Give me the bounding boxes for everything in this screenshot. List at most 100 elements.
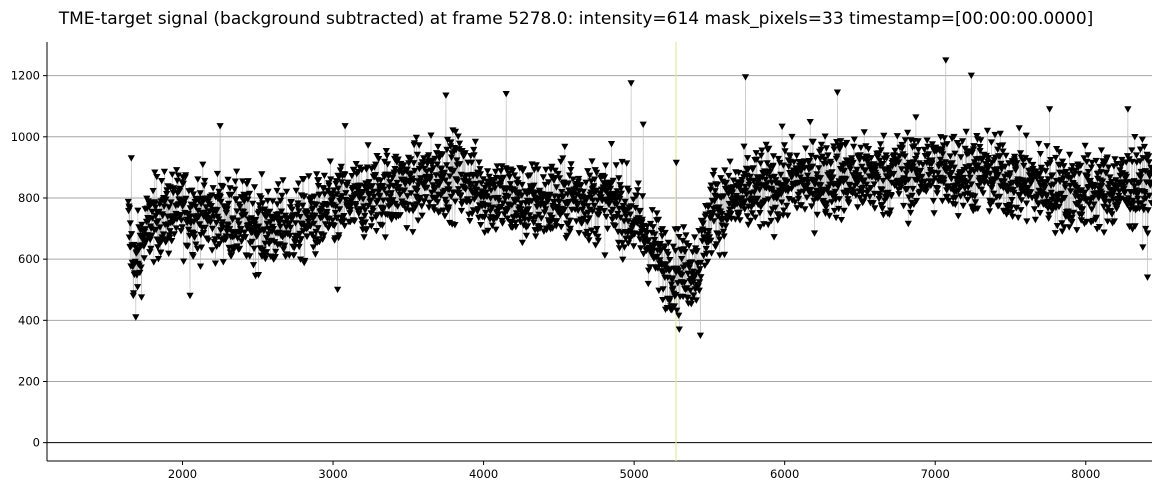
data-point [611,223,619,230]
data-point [908,192,916,200]
data-point [434,143,442,151]
data-point [545,179,553,186]
data-point [563,232,571,240]
data-point [804,178,812,186]
data-point [1114,198,1122,206]
data-point [233,168,241,175]
data-point [741,183,749,191]
data-point [301,257,309,265]
data-point [522,232,530,240]
data-point [1021,155,1030,162]
data-point [852,192,860,199]
data-point [869,200,877,207]
data-point [300,176,308,183]
data-point [974,162,982,169]
data-point [1131,134,1139,141]
data-point [1030,206,1039,213]
data-point [383,152,391,160]
data-point [1017,197,1026,204]
data-point [942,57,950,64]
data-point [537,215,545,222]
data-point [341,123,349,130]
data-point [795,195,803,203]
data-point [245,190,254,198]
data-point [223,206,231,213]
data-point [517,200,525,207]
data-point [504,193,513,200]
data-point [601,252,609,259]
data-point [450,167,458,175]
data-point [1130,183,1139,190]
data-point [255,202,263,209]
data-point [196,221,204,228]
data-point [148,208,156,216]
data-point [182,172,190,179]
data-point [542,206,550,213]
data-point [790,159,798,166]
data-point [1022,132,1030,139]
data-point [696,266,704,273]
data-point [1098,183,1106,190]
data-point [236,245,244,253]
data-point [266,219,274,226]
data-point [1112,177,1120,184]
data-point [417,175,425,182]
data-point [1118,156,1126,164]
data-point [457,171,465,179]
data-point [446,173,454,180]
data-point [680,224,688,231]
data-point [840,207,848,215]
data-point [644,280,652,288]
data-point [634,180,642,187]
data-point [418,212,426,219]
data-point [442,177,450,184]
data-point [216,123,224,130]
data-point [410,160,418,167]
data-point [567,161,575,168]
data-point [311,251,319,258]
data-point [498,163,506,170]
data-point [702,246,710,253]
data-point [439,151,447,158]
data-point [275,220,283,227]
data-point [856,152,864,159]
data-point [295,243,303,251]
data-point [434,199,442,206]
data-point [722,223,730,230]
data-point [325,215,333,222]
data-point [996,130,1004,138]
data-point [959,138,967,145]
data-point [310,193,318,200]
data-point [442,199,450,207]
data-point [1083,173,1091,181]
data-point [361,219,369,226]
data-point [783,178,791,185]
data-point [657,246,665,253]
data-point [375,156,383,163]
data-point [386,179,394,186]
data-point [137,264,145,271]
data-point [1047,189,1055,197]
data-point [379,197,387,204]
x-tick-label: 4000 [469,467,498,481]
data-point [707,250,716,257]
data-point [948,169,956,177]
data-point [346,210,354,217]
data-point [767,217,775,225]
data-point [669,243,677,250]
data-point [750,189,758,196]
data-point [387,190,395,197]
data-point [324,225,332,232]
data-point [173,167,181,174]
data-point [127,155,135,162]
data-point [660,244,669,252]
data-point [500,211,509,218]
data-point [662,261,670,268]
data-point [264,231,272,238]
data-point [359,196,367,203]
data-point [781,148,789,155]
data-point [928,157,936,164]
data-point [253,230,262,237]
data-point [675,312,683,319]
